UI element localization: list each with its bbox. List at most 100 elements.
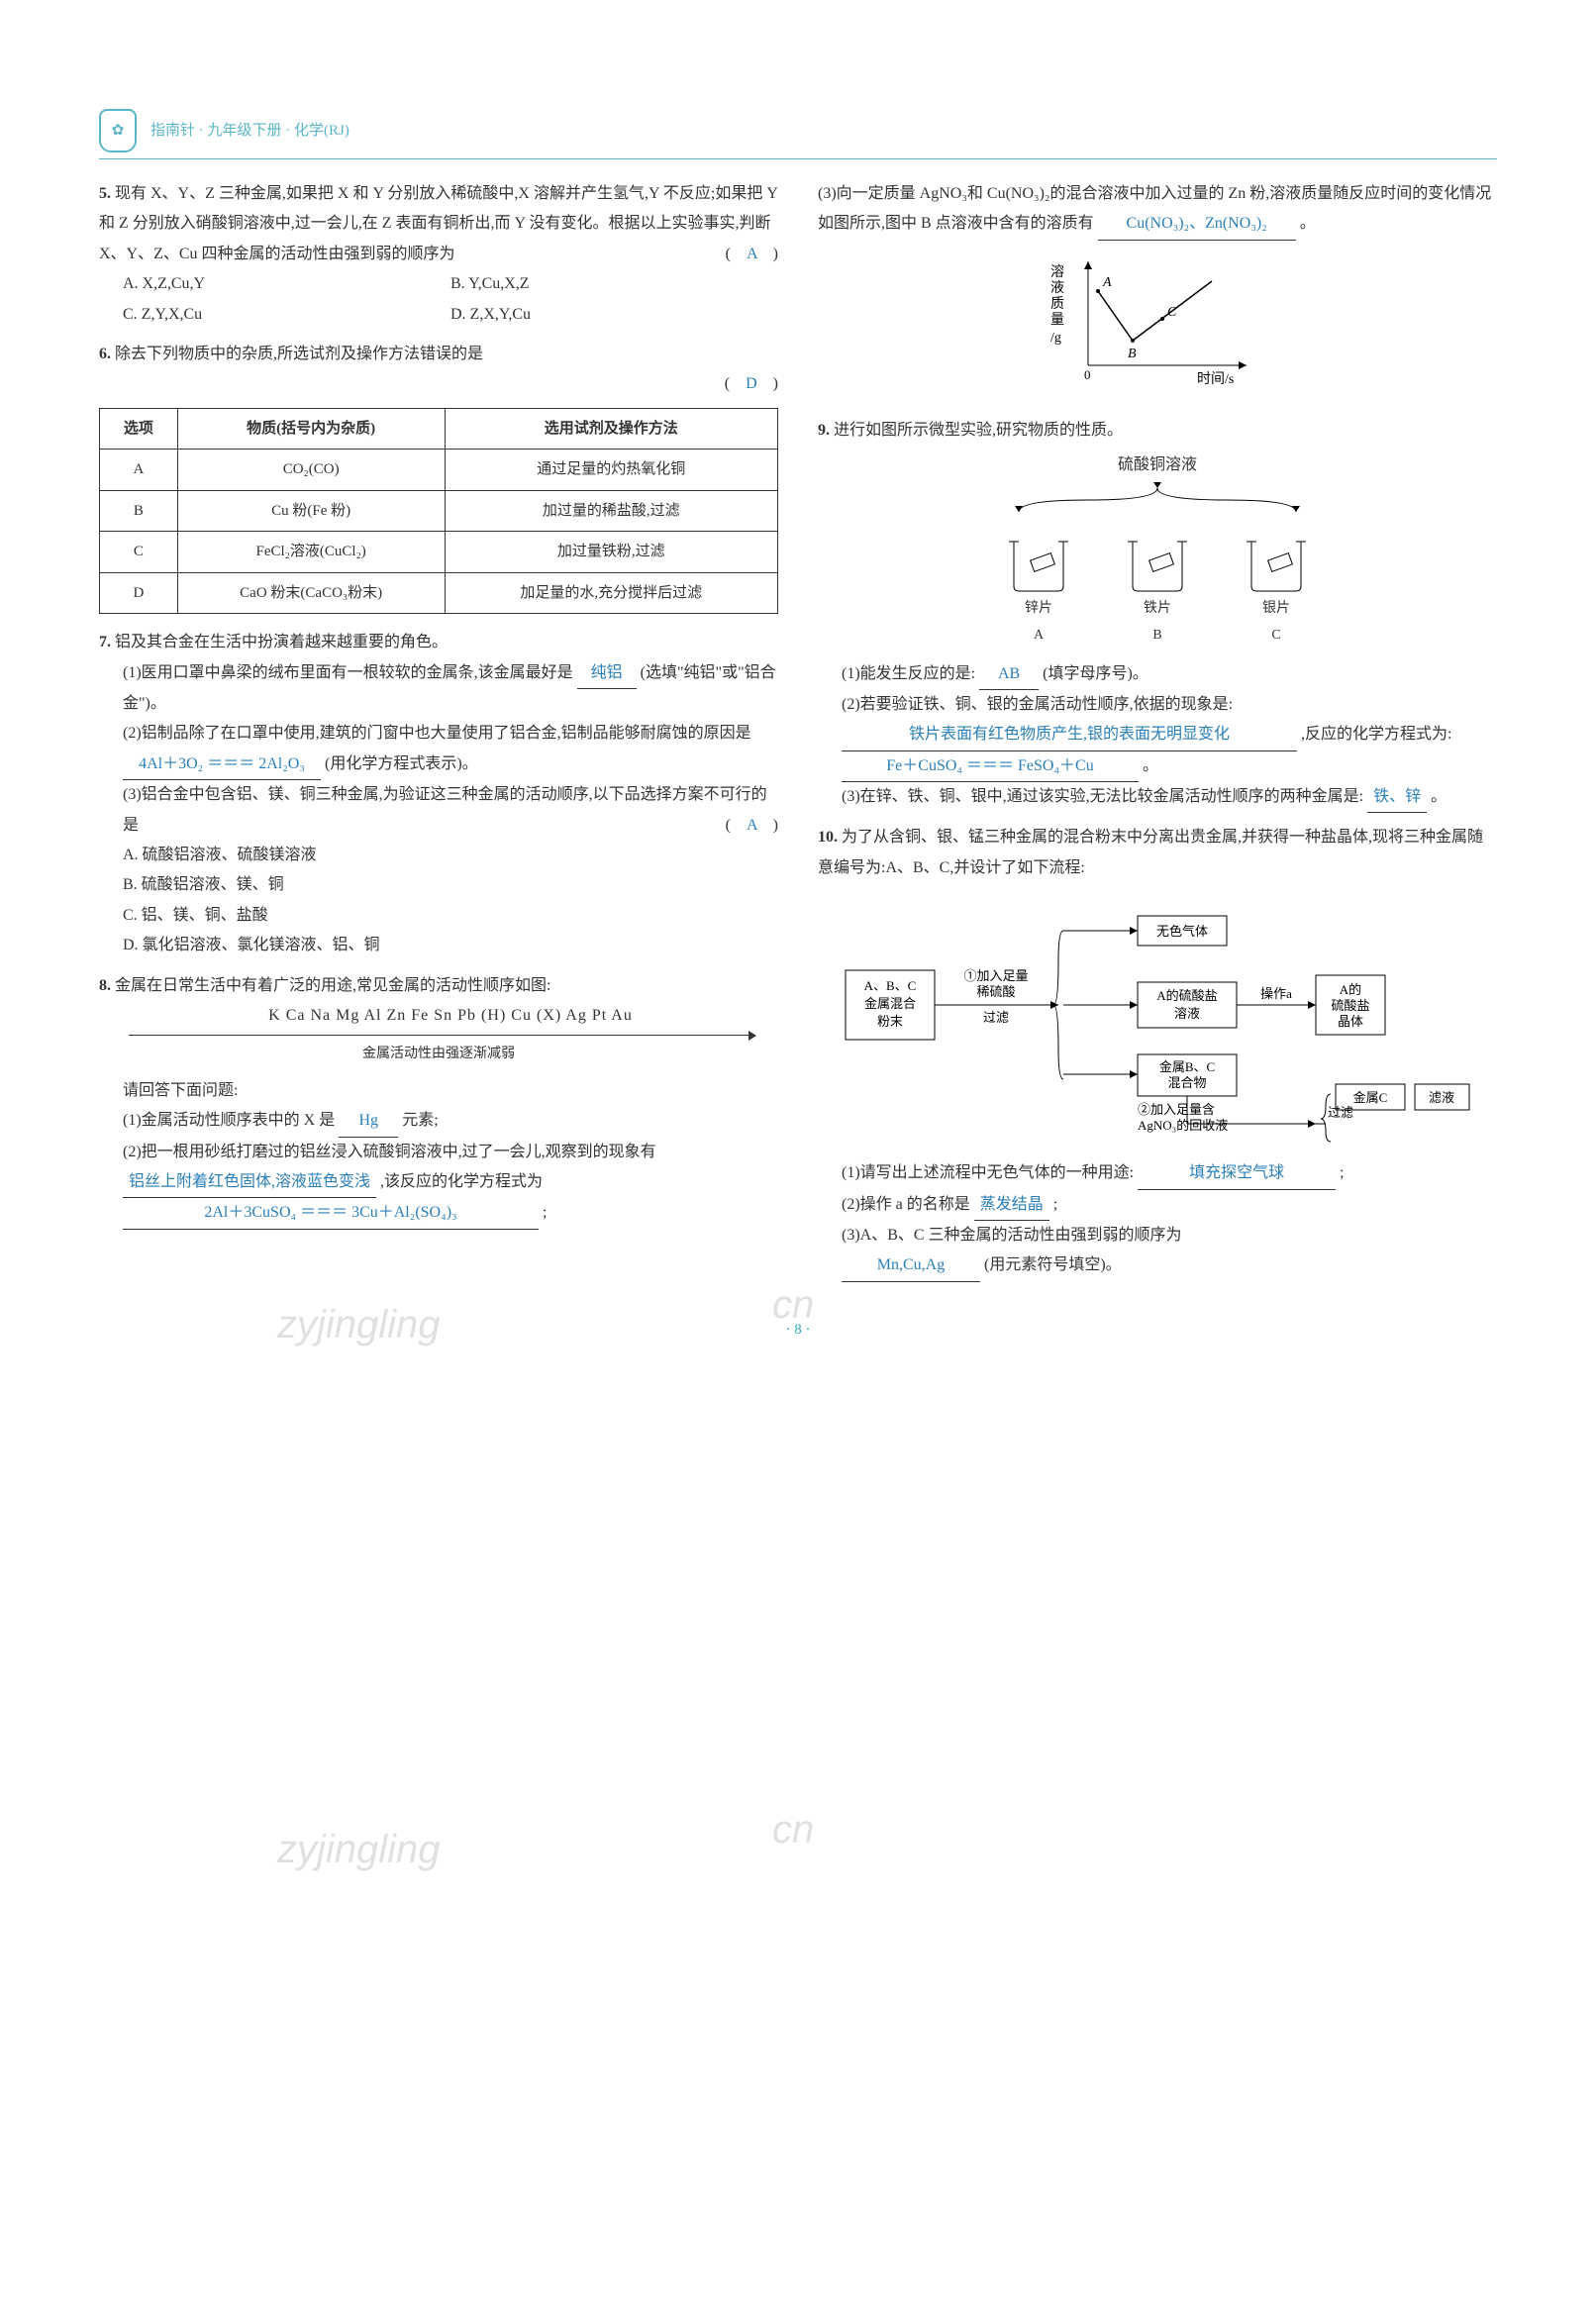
svg-text:硫酸盐: 硫酸盐 xyxy=(1331,998,1369,1013)
q8-p2a: (2)把一根用砂纸打磨过的铝丝浸入硫酸铜溶液中,过了一会儿,观察到的现象有 xyxy=(123,1144,656,1160)
th-method: 选用试剂及操作方法 xyxy=(445,408,777,450)
table-row: DCaO 粉末(CaCO₃粉末)加足量的水,充分搅拌后过滤 xyxy=(100,572,778,614)
q5-opt-c: C. Z,Y,X,Cu xyxy=(123,300,450,330)
q9-p2-blank1: 铁片表面有红色物质产生,银的表面无明显变化 xyxy=(842,720,1297,750)
watermark: zyjingling xyxy=(277,1812,441,1887)
q5-opt-d: D. Z,X,Y,Cu xyxy=(450,300,778,330)
svg-text:操作a: 操作a xyxy=(1260,986,1292,1001)
q5-opt-b: B. Y,Cu,X,Z xyxy=(450,269,778,299)
activity-series-arrow xyxy=(129,1035,748,1038)
q9-p2-blank2: Fe＋CuSO₄ ＝＝＝ FeSO₄＋Cu xyxy=(842,751,1139,782)
svg-text:0: 0 xyxy=(1084,367,1091,382)
question-9: 9. 进行如图所示微型实验,研究物质的性质。 硫酸铜溶液 xyxy=(818,416,1497,813)
q9-p1b: (填字母序号)。 xyxy=(1043,665,1148,682)
svg-text:①加入足量: ①加入足量 xyxy=(963,968,1028,983)
q6-number: 6. xyxy=(99,346,111,362)
q6-text: 除去下列物质中的杂质,所选试剂及操作方法错误的是 xyxy=(115,346,483,362)
q8-prompt: 请回答下面问题: xyxy=(99,1076,778,1106)
q9-p1a: (1)能发生反应的是: xyxy=(842,665,975,682)
svg-text:溶液: 溶液 xyxy=(1174,1006,1200,1021)
page-number: · 8 · xyxy=(99,1316,1497,1345)
q7-opt-d: D. 氯化铝溶液、氯化镁溶液、铝、铜 xyxy=(123,931,778,960)
q7-opt-a: A. 硫酸铝溶液、硫酸镁溶液 xyxy=(123,841,778,870)
q10-p2a: (2)操作 a 的名称是 xyxy=(842,1196,970,1213)
svg-text:无色气体: 无色气体 xyxy=(1156,924,1208,939)
svg-text:A的硫酸盐: A的硫酸盐 xyxy=(1156,988,1217,1003)
paren-open: ( xyxy=(725,375,746,392)
q7-options: A. 硫酸铝溶液、硫酸镁溶液 B. 硫酸铝溶液、镁、铜 C. 铝、镁、铜、盐酸 … xyxy=(99,841,778,961)
q5-answer: A xyxy=(747,246,757,262)
q6-table: 选项 物质(括号内为杂质) 选用试剂及操作方法 ACO₂(CO)通过足量的灼热氧… xyxy=(99,408,778,615)
q9-lead: 进行如图所示微型实验,研究物质的性质。 xyxy=(834,422,1123,439)
svg-text:液: 液 xyxy=(1050,280,1064,296)
q8-p1a: (1)金属活动性顺序表中的 X 是 xyxy=(123,1112,335,1129)
q9-p3a: (3)在锌、铁、铜、银中,通过该实验,无法比较金属活动性顺序的两种金属是: xyxy=(842,788,1363,805)
q9-p2a: (2)若要验证铁、铜、银的金属活动性顺序,依据的现象是: xyxy=(842,696,1233,713)
q7-lead: 铝及其合金在生活中扮演着越来越重要的角色。 xyxy=(115,634,448,650)
q9-p2c: 。 xyxy=(1143,757,1158,774)
activity-series-text: K Ca Na Mg Al Zn Fe Sn Pb (H) Cu (X) Ag … xyxy=(99,1001,778,1031)
header-title: 指南针 · 九年级下册 · 化学(RJ) xyxy=(150,117,349,146)
th-option: 选项 xyxy=(100,408,178,450)
beaker-c: 银片 C xyxy=(1242,537,1311,649)
svg-text:②加入足量含: ②加入足量含 xyxy=(1138,1102,1215,1117)
q5-text: 现有 X、Y、Z 三种金属,如果把 X 和 Y 分别放入稀硫酸中,X 溶解并产生… xyxy=(99,185,777,262)
q5-opt-a: A. X,Z,Cu,Y xyxy=(123,269,450,299)
logo-shield-icon: ✿ xyxy=(99,109,137,152)
q9-top-label: 硫酸铜溶液 xyxy=(818,450,1497,480)
q10-p3b: (用元素符号填空)。 xyxy=(984,1256,1122,1273)
q7-opt-c: C. 铝、镁、铜、盐酸 xyxy=(123,901,778,931)
table-header-row: 选项 物质(括号内为杂质) 选用试剂及操作方法 xyxy=(100,408,778,450)
q10-number: 10. xyxy=(818,829,838,846)
beaker-b: 铁片 B xyxy=(1123,537,1192,649)
question-6: 6. 除去下列物质中的杂质,所选试剂及操作方法错误的是 ( D ) 选项 物质(… xyxy=(99,340,778,614)
q8-lead: 金属在日常生活中有着广泛的用途,常见金属的活动性顺序如图: xyxy=(115,977,550,994)
table-row: BCu 粉(Fe 粉)加过量的稀盐酸,过滤 xyxy=(100,490,778,532)
q9-p1-blank: AB xyxy=(979,659,1039,690)
graph-point-b: B xyxy=(1128,347,1137,361)
svg-text:量: 量 xyxy=(1050,312,1064,328)
q7-p2a: (2)铝制品除了在口罩中使用,建筑的门窗中也大量使用了铝合金,铝制品能够耐腐蚀的… xyxy=(123,725,751,742)
q7-p2-blank: 4Al＋3O₂ ＝＝＝ 2Al₂O₃ xyxy=(123,750,321,780)
table-row: CFeCl₂溶液(CuCl₂)加过量铁粉,过滤 xyxy=(100,532,778,573)
q8-p3b: 。 xyxy=(1300,215,1316,232)
paren-close: ) xyxy=(757,246,778,262)
svg-text:A、B、C: A、B、C xyxy=(864,978,917,993)
q7-opt-b: B. 硫酸铝溶液、镁、铜 xyxy=(123,870,778,900)
left-column: 5. 现有 X、Y、Z 三种金属,如果把 X 和 Y 分别放入稀硫酸中,X 溶解… xyxy=(99,179,778,1292)
svg-text:金属C: 金属C xyxy=(1353,1090,1388,1105)
q10-p2b: ; xyxy=(1053,1196,1057,1213)
svg-text:混合物: 混合物 xyxy=(1167,1075,1206,1090)
q5-options: A. X,Z,Cu,Y B. Y,Cu,X,Z C. Z,Y,X,Cu D. Z… xyxy=(99,269,778,330)
paren-close: ) xyxy=(757,375,778,392)
q8-p1-blank: Hg xyxy=(339,1106,398,1137)
q10-p1-blank: 填充探空气球 xyxy=(1138,1158,1336,1189)
q10-p3a: (3)A、B、C 三种金属的活动性由强到弱的顺序为 xyxy=(842,1227,1182,1244)
svg-text:稀硫酸: 稀硫酸 xyxy=(976,984,1015,999)
q8-number: 8. xyxy=(99,977,111,994)
beaker-a: 锌片 A xyxy=(1004,537,1073,649)
graph-point-c: C xyxy=(1167,305,1177,320)
svg-text:AgNO₃的回收液: AgNO₃的回收液 xyxy=(1138,1118,1228,1133)
svg-text:粉末: 粉末 xyxy=(877,1014,903,1029)
q9-p3-blank: 铁、锌 xyxy=(1367,782,1427,813)
svg-text:/g: /g xyxy=(1050,331,1061,346)
q7-p1-blank: 纯铝 xyxy=(577,658,637,689)
right-column: (3)向一定质量 AgNO₃和 Cu(NO₃)₂的混合溶液中加入过量的 Zn 粉… xyxy=(818,179,1497,1292)
q10-lead: 为了从含铜、银、锰三种金属的混合粉末中分离出贵金属,并获得一种盐晶体,现将三种金… xyxy=(818,829,1483,875)
activity-series-caption: 金属活动性由强逐渐减弱 xyxy=(99,1042,778,1068)
svg-text:晶体: 晶体 xyxy=(1338,1014,1363,1029)
q9-diagram: 硫酸铜溶液 锌片 xyxy=(818,450,1497,650)
svg-text:溶: 溶 xyxy=(1050,264,1064,280)
question-7: 7. 铝及其合金在生活中扮演着越来越重要的角色。 (1)医用口罩中鼻梁的绒布里面… xyxy=(99,628,778,960)
q10-p1b: ; xyxy=(1340,1164,1344,1181)
q5-number: 5. xyxy=(99,185,111,202)
two-column-layout: 5. 现有 X、Y、Z 三种金属,如果把 X 和 Y 分别放入稀硫酸中,X 溶解… xyxy=(99,179,1497,1292)
q8-p2c: ,该反应的化学方程式为 xyxy=(380,1173,543,1190)
svg-text:过滤: 过滤 xyxy=(983,1010,1009,1025)
page-header: ✿ 指南针 · 九年级下册 · 化学(RJ) xyxy=(99,109,1497,159)
q7-number: 7. xyxy=(99,634,111,650)
q8-p3-blank: Cu(NO₃)₂、Zn(NO₃)₂ xyxy=(1098,209,1296,240)
q7-p2b: (用化学方程式表示)。 xyxy=(325,755,478,772)
svg-text:时间/s: 时间/s xyxy=(1197,371,1234,387)
